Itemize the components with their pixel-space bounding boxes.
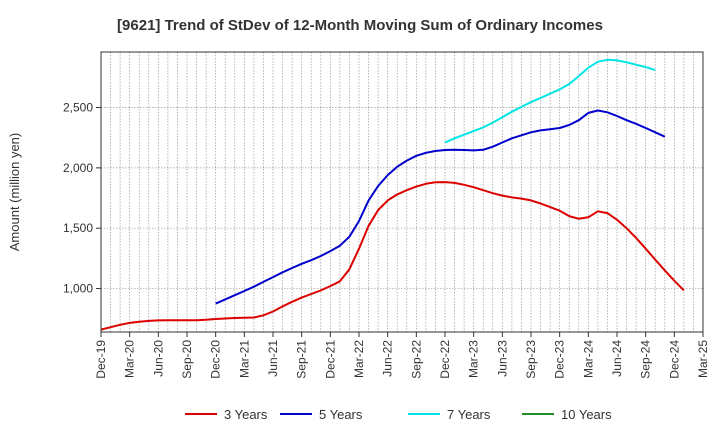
series-line-7-years [444, 58, 656, 144]
x-axis: Dec-19 Mar-20 Jun-20 Sep-20 Dec-20 Mar-21 Jun-… [94, 332, 710, 379]
series-line-5-years [215, 109, 666, 305]
y-tick-label: 2,000 [63, 161, 93, 175]
x-tick-label: Jun-20 [151, 340, 165, 377]
x-tick-label: Sep-24 [639, 340, 653, 379]
x-tick-label: Mar-25 [696, 340, 710, 378]
legend-item: 10 Years [522, 407, 612, 422]
x-tick-label: Dec-22 [438, 340, 452, 379]
x-tick-label: Mar-22 [352, 340, 366, 378]
x-tick-label: Dec-21 [323, 340, 337, 379]
legend-item: 3 Years [185, 407, 268, 422]
x-tick-label: Jun-21 [266, 340, 280, 377]
x-tick-label: Mar-24 [581, 340, 595, 378]
plot-frame [100, 51, 704, 333]
legend-item: 5 Years [280, 407, 363, 422]
chart-title: [9621] Trend of StDev of 12-Month Moving… [117, 17, 603, 34]
legend-label: 3 Years [224, 407, 268, 422]
x-tick-label: Dec-23 [553, 340, 567, 379]
series-layer [100, 58, 685, 331]
legend: 3 Years 5 Years 7 Years 10 Years [185, 407, 612, 422]
y-tick-label: 2,500 [63, 101, 93, 115]
x-tick-label: Mar-21 [237, 340, 251, 378]
x-tick-label: Sep-23 [524, 340, 538, 379]
x-tick-label: Jun-23 [495, 340, 509, 377]
x-tick-label: Dec-24 [667, 340, 681, 379]
y-tick-label: 1,000 [63, 282, 93, 296]
series-line-3-years [100, 181, 685, 331]
legend-label: 7 Years [447, 407, 491, 422]
legend-item: 7 Years [408, 407, 491, 422]
x-tick-label: Jun-22 [381, 340, 395, 377]
x-tick-label: Mar-23 [467, 340, 481, 378]
legend-label: 10 Years [561, 407, 612, 422]
x-tick-label: Sep-20 [180, 340, 194, 379]
y-axis-label: Amount (million yen) [7, 133, 22, 252]
x-tick-label: Mar-20 [123, 340, 137, 378]
x-tick-label: Dec-19 [94, 340, 108, 379]
grid [101, 52, 703, 332]
x-tick-label: Sep-22 [409, 340, 423, 379]
x-tick-label: Dec-20 [209, 340, 223, 379]
y-tick-label: 1,500 [63, 221, 93, 235]
y-axis: 1,000 1,500 2,000 2,500 [63, 101, 101, 296]
x-tick-label: Jun-24 [610, 340, 624, 377]
x-tick-label: Sep-21 [295, 340, 309, 379]
legend-label: 5 Years [319, 407, 363, 422]
